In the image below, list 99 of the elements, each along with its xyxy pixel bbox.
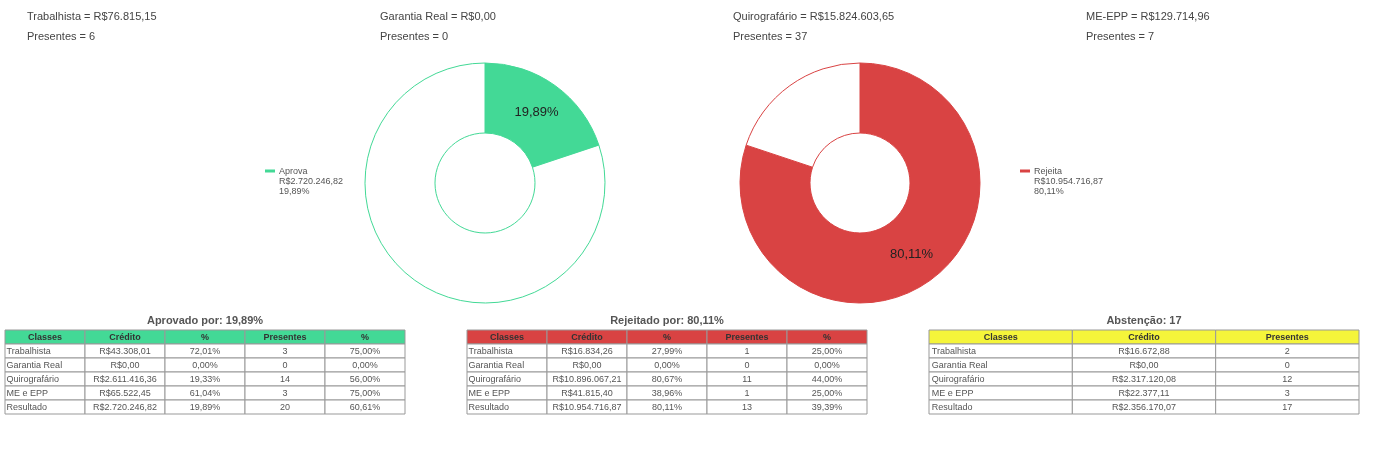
text: R$2.356.170,07 xyxy=(1111,402,1177,412)
text: 0,00% xyxy=(192,360,218,370)
text: 13 xyxy=(741,402,753,412)
donut-slice xyxy=(739,62,981,304)
text: Quirografário = R$15.824.603,65 xyxy=(733,10,895,22)
text: R$2.720.246,82 xyxy=(279,176,344,186)
text: 80,11% xyxy=(652,402,682,412)
category-label: % xyxy=(662,332,672,342)
text: 0,00% xyxy=(814,360,840,370)
category-label: Crédito xyxy=(109,332,142,342)
category-label: Presentes xyxy=(1265,332,1309,342)
legend-label: Aprova xyxy=(279,166,308,176)
category-label: Presentes xyxy=(725,332,769,342)
text: Presentes = 37 xyxy=(733,30,808,42)
text: 19,89% xyxy=(189,402,221,412)
text: 2 xyxy=(1284,346,1290,356)
text: Quirografário xyxy=(931,374,985,384)
text: 25,00% xyxy=(811,388,843,398)
text: 0,00% xyxy=(352,360,378,370)
text: R$41.815,40 xyxy=(561,388,613,398)
text: 38,96% xyxy=(651,388,683,398)
text: 44,00% xyxy=(811,374,843,384)
text: R$2.317.120,08 xyxy=(1111,374,1177,384)
text: 39,39% xyxy=(811,402,843,412)
text: Trabalhista xyxy=(6,346,51,356)
text: Abstenção: 17 xyxy=(1106,313,1182,326)
text: 11 xyxy=(742,374,752,384)
text: 27,99% xyxy=(651,346,683,356)
text: Resultado xyxy=(468,402,510,412)
category-label: Presentes xyxy=(263,332,307,342)
text: R$16.672,88 xyxy=(1118,346,1170,356)
text: 75,00% xyxy=(349,388,381,398)
text: 80,11% xyxy=(1034,186,1064,196)
text: 12 xyxy=(1282,374,1293,384)
category-label: Crédito xyxy=(571,332,604,342)
text: Presentes = 7 xyxy=(1086,30,1155,42)
text: 1 xyxy=(744,388,750,398)
text: Garantia Real xyxy=(468,360,525,370)
text: 14 xyxy=(279,374,291,384)
data-label: 80,11% xyxy=(889,246,934,262)
text: R$10.896.067,21 xyxy=(552,374,622,384)
text: R$2.611.416,36 xyxy=(93,374,157,384)
text: Resultado xyxy=(6,402,48,412)
category-label: % xyxy=(822,332,832,342)
text: 17 xyxy=(1282,402,1293,412)
text: R$10.954.716,87 xyxy=(552,402,622,412)
text: R$43.308,01 xyxy=(99,346,151,356)
donut-slice xyxy=(364,62,606,304)
category-label: Classes xyxy=(489,332,525,342)
text: 1 xyxy=(744,346,750,356)
text: 19,33% xyxy=(189,374,221,384)
legend-label: Rejeita xyxy=(1034,166,1063,176)
text: 75,00% xyxy=(349,346,381,356)
text: Trabalhista xyxy=(931,346,977,356)
text: Aprovado por: 19,89% xyxy=(146,313,264,326)
text: R$10.954.716,87 xyxy=(1034,176,1104,186)
text: Quirografário xyxy=(468,374,522,384)
text: ME-EPP = R$129.714,96 xyxy=(1086,10,1210,22)
text: 0,00% xyxy=(654,360,680,370)
text: Rejeitado por: 80,11% xyxy=(610,313,725,326)
text: 19,89% xyxy=(279,186,310,196)
data-label: 19,89% xyxy=(514,103,559,119)
text: Trabalhista = R$76.815,15 xyxy=(27,10,157,22)
text: 61,04% xyxy=(189,388,221,398)
text: R$0,00 xyxy=(572,360,602,370)
category-label: Classes xyxy=(27,332,63,342)
text: Quirografário xyxy=(6,374,60,384)
text: ME e EPP xyxy=(931,388,974,398)
text: Resultado xyxy=(931,402,973,412)
text: 56,00% xyxy=(349,374,381,384)
category-label: Crédito xyxy=(1128,332,1161,342)
text: 25,00% xyxy=(811,346,843,356)
text: R$2.720.246,82 xyxy=(92,402,158,412)
text: Garantia Real = R$0,00 xyxy=(380,10,496,22)
text: R$65.522,45 xyxy=(99,388,151,398)
text: ME e EPP xyxy=(468,388,511,398)
text: 3 xyxy=(282,388,288,398)
text: R$0,00 xyxy=(110,360,140,370)
text: 72,01% xyxy=(189,346,221,356)
category-label: % xyxy=(200,332,210,342)
text: R$22.377,11 xyxy=(1118,388,1170,398)
text: ME e EPP xyxy=(6,388,49,398)
text: R$16.834,26 xyxy=(561,346,613,356)
text: 3 xyxy=(1284,388,1290,398)
text: Trabalhista xyxy=(468,346,513,356)
text: 0 xyxy=(1284,360,1290,370)
text: Garantia Real xyxy=(6,360,63,370)
category-label: % xyxy=(360,332,370,342)
text: R$0,00 xyxy=(1129,360,1159,370)
text: 0 xyxy=(282,360,288,370)
text: Garantia Real xyxy=(931,360,988,370)
text: 60,61% xyxy=(349,402,381,412)
text: 0 xyxy=(744,360,750,370)
text: Presentes = 0 xyxy=(380,30,449,42)
category-label: Classes xyxy=(983,332,1018,342)
text: 3 xyxy=(282,346,288,356)
text: 20 xyxy=(279,402,291,412)
text: 80,67% xyxy=(651,374,683,384)
text: Presentes = 6 xyxy=(27,30,96,42)
